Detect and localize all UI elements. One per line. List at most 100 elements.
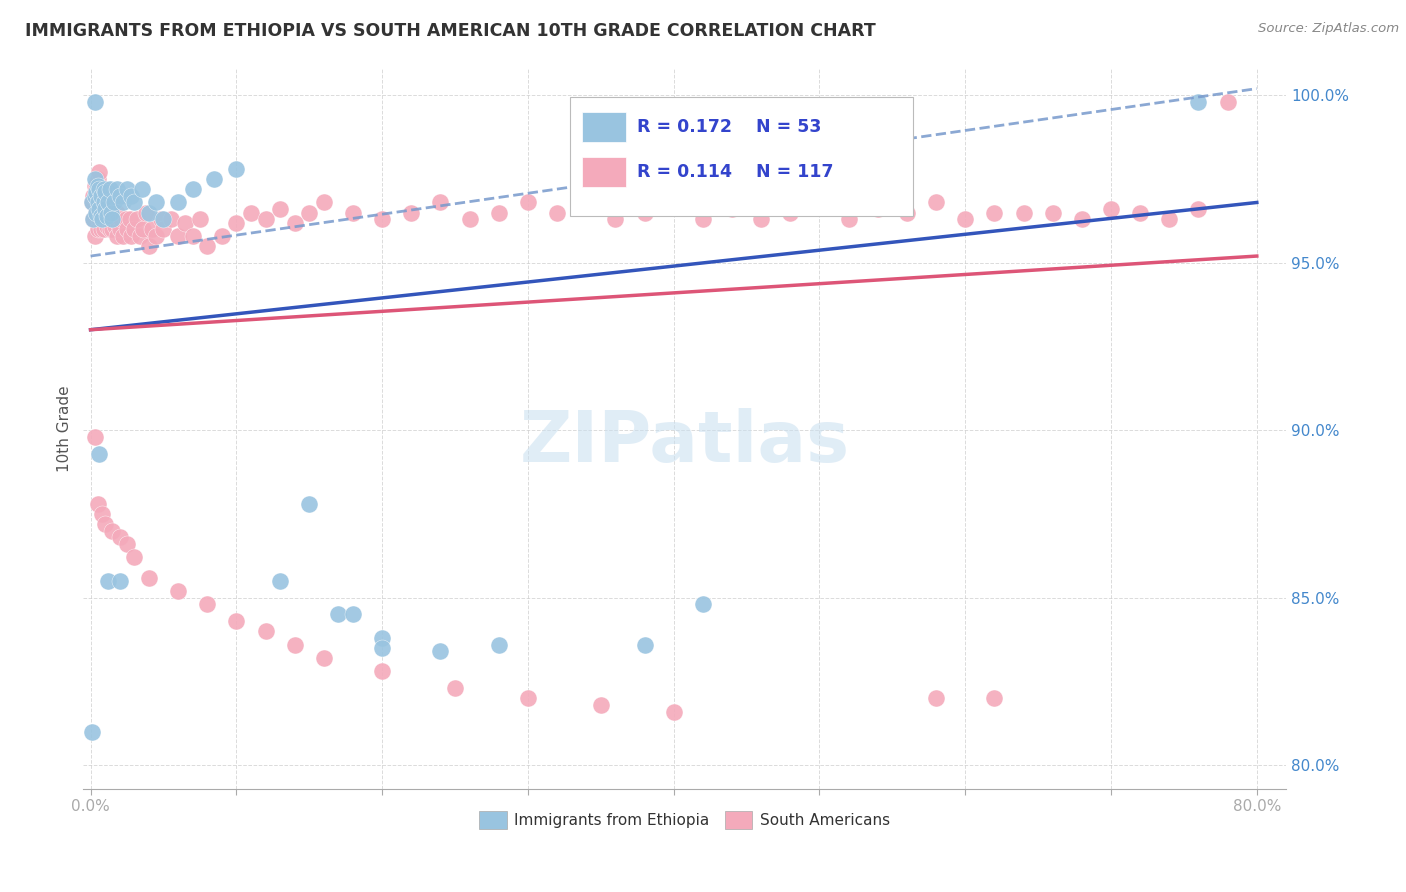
Point bbox=[98, 182, 121, 196]
Point bbox=[188, 212, 211, 227]
Point bbox=[84, 229, 107, 244]
Point bbox=[94, 186, 117, 200]
Point bbox=[284, 216, 307, 230]
Point bbox=[167, 583, 190, 598]
Point bbox=[371, 212, 394, 227]
Point bbox=[110, 212, 132, 227]
Point bbox=[749, 212, 772, 227]
Point bbox=[98, 195, 121, 210]
Point bbox=[174, 216, 197, 230]
Point bbox=[84, 172, 107, 186]
Point bbox=[444, 681, 467, 695]
Point bbox=[87, 178, 110, 193]
Point bbox=[124, 222, 146, 236]
Point bbox=[167, 229, 190, 244]
Point bbox=[429, 195, 451, 210]
Point bbox=[662, 705, 685, 719]
Point bbox=[96, 209, 118, 223]
Point bbox=[105, 182, 128, 196]
Point bbox=[1187, 202, 1209, 216]
Point bbox=[91, 507, 114, 521]
Point bbox=[488, 638, 510, 652]
Point bbox=[152, 222, 174, 236]
Point bbox=[983, 205, 1005, 219]
Point bbox=[225, 614, 247, 628]
Point bbox=[145, 229, 167, 244]
Point bbox=[181, 182, 204, 196]
Point bbox=[195, 239, 218, 253]
Point bbox=[662, 195, 685, 210]
Point bbox=[120, 188, 142, 202]
Text: R = 0.172    N = 53: R = 0.172 N = 53 bbox=[637, 118, 821, 136]
Text: ZIPatlas: ZIPatlas bbox=[520, 409, 849, 477]
Point bbox=[159, 212, 181, 227]
Text: Source: ZipAtlas.com: Source: ZipAtlas.com bbox=[1258, 22, 1399, 36]
Point bbox=[93, 195, 115, 210]
Point bbox=[86, 205, 108, 219]
Point bbox=[371, 631, 394, 645]
Point bbox=[589, 698, 612, 712]
Point bbox=[84, 188, 107, 202]
Point bbox=[80, 195, 103, 210]
Point bbox=[298, 205, 321, 219]
Point bbox=[131, 182, 153, 196]
Point bbox=[104, 219, 127, 233]
Point bbox=[127, 212, 149, 227]
Y-axis label: 10th Grade: 10th Grade bbox=[58, 385, 72, 472]
Point bbox=[138, 205, 160, 219]
Point bbox=[94, 209, 117, 223]
Point bbox=[89, 182, 111, 196]
Point bbox=[269, 202, 291, 216]
Point bbox=[342, 205, 364, 219]
Point bbox=[1099, 202, 1122, 216]
Point bbox=[96, 219, 118, 233]
Point bbox=[101, 195, 124, 210]
Point bbox=[254, 624, 277, 639]
Point bbox=[575, 195, 598, 210]
Point bbox=[1216, 95, 1239, 109]
Point bbox=[101, 222, 124, 236]
Point bbox=[138, 239, 160, 253]
Point bbox=[93, 195, 115, 210]
Point bbox=[84, 178, 107, 193]
Point bbox=[866, 202, 889, 216]
Point bbox=[105, 229, 128, 244]
Point bbox=[111, 229, 134, 244]
Point bbox=[254, 212, 277, 227]
Point bbox=[80, 195, 103, 210]
Point bbox=[87, 195, 110, 210]
Point bbox=[115, 222, 138, 236]
Point bbox=[89, 212, 111, 227]
Point bbox=[91, 212, 114, 227]
Point bbox=[838, 212, 860, 227]
Point bbox=[86, 186, 108, 200]
Point bbox=[925, 195, 948, 210]
Point bbox=[118, 212, 141, 227]
Point bbox=[101, 524, 124, 538]
Point bbox=[107, 216, 129, 230]
Point bbox=[1042, 205, 1064, 219]
Point bbox=[101, 212, 124, 227]
Point bbox=[211, 229, 233, 244]
Point bbox=[1129, 205, 1152, 219]
Point bbox=[100, 209, 122, 223]
Point bbox=[925, 691, 948, 706]
Point bbox=[96, 192, 118, 206]
Point bbox=[84, 95, 107, 109]
Point bbox=[94, 516, 117, 531]
Point bbox=[90, 188, 112, 202]
Point bbox=[458, 212, 481, 227]
Point bbox=[108, 188, 131, 202]
Point bbox=[141, 222, 163, 236]
Point bbox=[97, 212, 120, 227]
Point bbox=[312, 195, 335, 210]
Text: R = 0.114    N = 117: R = 0.114 N = 117 bbox=[637, 163, 832, 181]
Point bbox=[91, 212, 114, 227]
Point bbox=[516, 195, 538, 210]
Point bbox=[955, 212, 977, 227]
Point bbox=[1012, 205, 1035, 219]
Point bbox=[633, 205, 655, 219]
Point bbox=[111, 195, 134, 210]
Point bbox=[149, 212, 172, 227]
Point bbox=[98, 222, 121, 236]
